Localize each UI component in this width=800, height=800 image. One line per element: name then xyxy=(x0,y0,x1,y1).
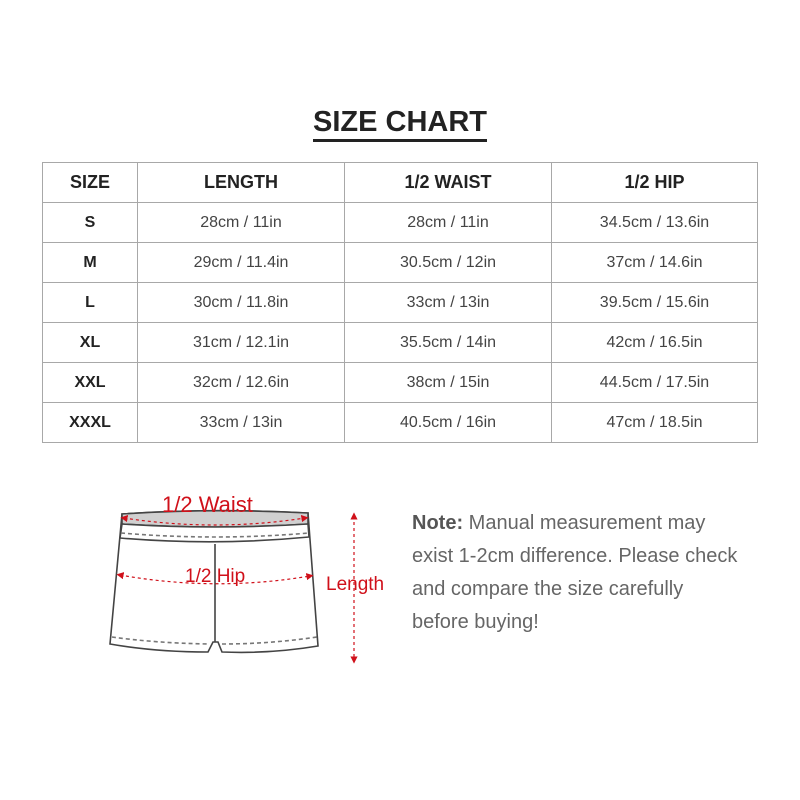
table-row: XXL 32cm / 12.6in 38cm / 15in 44.5cm / 17.5… xyxy=(42,362,758,403)
note-label: Note: xyxy=(412,512,464,534)
hip-cell: 47cm / 18.5in xyxy=(551,402,758,443)
header-size: SIZE xyxy=(42,162,138,203)
table-row: XL 31cm / 12.1in 35.5cm / 14in 42cm / 16.5i… xyxy=(42,322,758,363)
length-cell: 29cm / 11.4in xyxy=(137,242,345,283)
hip-arrow xyxy=(116,572,314,585)
waist-cell: 35.5cm / 14in xyxy=(344,322,552,363)
title-text: SIZE CHART xyxy=(313,106,487,142)
size-cell: M xyxy=(42,242,138,283)
header-waist: 1/2 WAIST xyxy=(344,162,552,203)
length-cell: 33cm / 13in xyxy=(137,402,345,443)
hip-cell: 39.5cm / 15.6in xyxy=(551,282,758,323)
waist-arrow xyxy=(120,514,309,526)
size-cell: XL xyxy=(42,322,138,363)
shorts-outline-icon xyxy=(109,509,319,654)
length-cell: 32cm / 12.6in xyxy=(137,362,345,403)
waist-label: 1/2 Waist xyxy=(162,492,253,517)
header-length: LENGTH xyxy=(137,162,345,203)
size-cell: XXL xyxy=(42,362,138,403)
waist-cell: 30.5cm / 12in xyxy=(344,242,552,283)
table-header-row: SIZE LENGTH 1/2 WAIST 1/2 HIP xyxy=(42,162,758,203)
size-cell: XXXL xyxy=(42,402,138,443)
length-cell: 28cm / 11in xyxy=(137,202,345,243)
header-hip: 1/2 HIP xyxy=(551,162,758,203)
waist-cell: 33cm / 13in xyxy=(344,282,552,323)
hip-cell: 37cm / 14.6in xyxy=(551,242,758,283)
page-title: SIZE CHART xyxy=(0,106,800,142)
hip-label: 1/2 Hip xyxy=(185,566,245,587)
size-table: SIZE LENGTH 1/2 WAIST 1/2 HIP S 28cm / 11… xyxy=(42,162,758,443)
hip-cell: 44.5cm / 17.5in xyxy=(551,362,758,403)
table-row: L 30cm / 11.8in 33cm / 13in 39.5cm / 15.6in xyxy=(42,282,758,323)
length-cell: 30cm / 11.8in xyxy=(137,282,345,323)
note-body: Manual measurement may exist 1-2cm diffe… xyxy=(412,512,738,633)
length-cell: 31cm / 12.1in xyxy=(137,322,345,363)
waist-cell: 28cm / 11in xyxy=(344,202,552,243)
table-row: S 28cm / 11in 28cm / 11in 34.5cm / 13.6in xyxy=(42,202,758,243)
hip-cell: 42cm / 16.5in xyxy=(551,322,758,363)
hip-cell: 34.5cm / 13.6in xyxy=(551,202,758,243)
length-label: Length xyxy=(326,574,384,595)
shorts-diagram: 1/2 Waist 1/2 Hip Length xyxy=(109,492,384,664)
size-cell: S xyxy=(42,202,138,243)
size-cell: L xyxy=(42,282,138,323)
waist-cell: 40.5cm / 16in xyxy=(344,402,552,443)
table-row: XXXL 33cm / 13in 40.5cm / 16in 47cm / 18.5i… xyxy=(42,402,758,443)
note-text: Note: Manual measurement may exist 1-2cm… xyxy=(412,507,742,639)
table-row: M 29cm / 11.4in 30.5cm / 12in 37cm / 14.6in xyxy=(42,242,758,283)
waist-cell: 38cm / 15in xyxy=(344,362,552,403)
